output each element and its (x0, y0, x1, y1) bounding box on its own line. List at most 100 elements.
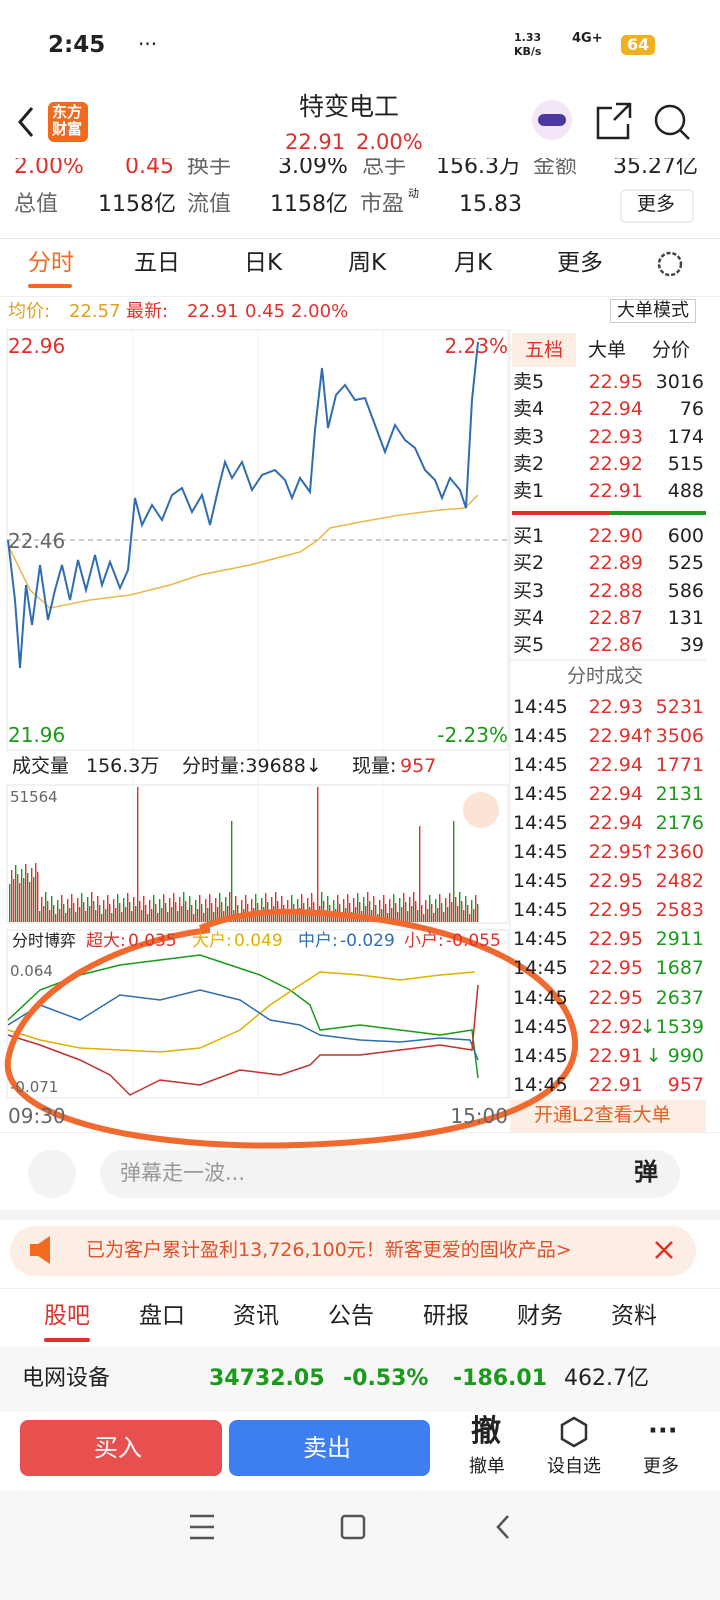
info-tab[interactable]: 财务 (517, 1303, 563, 1329)
banner[interactable] (10, 1226, 696, 1276)
search-icon[interactable] (654, 104, 686, 136)
volume-bar (77, 898, 79, 922)
info-tab[interactable]: 盘口 (139, 1303, 185, 1329)
book-label: 卖1 (513, 480, 545, 503)
l2-link[interactable]: 开通L2查看大单 (534, 1104, 671, 1126)
watch-icon[interactable] (560, 1416, 588, 1448)
trade-time: 14:45 (513, 754, 568, 777)
avg-label: 均价: (8, 301, 51, 322)
chart-tab[interactable]: 周K (348, 250, 387, 276)
game-label: 分时博弈 (12, 931, 77, 950)
trade-time: 14:45 (513, 841, 568, 864)
chart-tab[interactable]: 分时 (28, 250, 74, 276)
cancel-icon[interactable]: 撤 (471, 1414, 501, 1449)
nav-home[interactable] (340, 1514, 366, 1540)
comment-icon[interactable] (28, 1150, 76, 1198)
trade-price: 22.93 (588, 696, 643, 718)
sell-button[interactable] (229, 1420, 430, 1476)
volume-total: 156.3万 (86, 755, 160, 777)
book-tab[interactable]: 大单 (588, 339, 627, 361)
trade-time: 14:45 (513, 725, 568, 748)
minute-volume: 分时量:39688↓ (182, 755, 322, 777)
trade-time: 14:45 (513, 783, 568, 806)
volume-bar (363, 897, 365, 922)
logo (48, 102, 88, 142)
volume-bar (125, 907, 127, 922)
volume-bar (179, 897, 181, 922)
book-tab[interactable]: 五档 (525, 339, 564, 361)
volume-bar (101, 914, 103, 922)
trade-volume: 5231 (655, 696, 704, 718)
sell-label[interactable]: 卖出 (303, 1434, 351, 1462)
volume-bar (17, 874, 19, 922)
book-tab-active[interactable] (512, 333, 576, 367)
volume-bar (175, 902, 177, 922)
volume-bar (155, 904, 157, 922)
info-tab[interactable]: 股吧 (44, 1303, 90, 1329)
volume-bar (153, 895, 155, 922)
book-price: 22.86 (588, 634, 643, 657)
buy-label[interactable]: 买入 (94, 1434, 142, 1462)
volume-bar (189, 896, 191, 922)
book-tab[interactable]: 分价 (652, 339, 691, 361)
stat: 3.09% (278, 154, 348, 179)
volume-bar (259, 912, 261, 922)
volume-bar (227, 906, 229, 922)
volume-bar (113, 899, 115, 922)
back-icon[interactable] (18, 107, 34, 137)
info-tab[interactable]: 资料 (611, 1303, 657, 1329)
volume-bar (445, 898, 447, 922)
info-tab[interactable]: 公告 (328, 1303, 374, 1329)
volume-bar (31, 868, 33, 922)
volume-bar (83, 902, 85, 922)
volume-bar (305, 912, 307, 922)
info-tab[interactable]: 资讯 (233, 1303, 279, 1329)
volume-bar (439, 894, 441, 922)
book-volume: 76 (679, 398, 704, 421)
volume-bar (235, 896, 237, 922)
comment-button[interactable]: 弹 (634, 1158, 658, 1186)
chart-tab[interactable]: 五日 (134, 250, 180, 276)
l2-banner[interactable] (510, 1100, 706, 1132)
settings-icon[interactable] (657, 251, 683, 277)
info-tab[interactable]: 研报 (423, 1303, 469, 1329)
book-volume: 488 (667, 480, 704, 503)
big-order-mode[interactable]: 大单模式 (610, 299, 696, 323)
expand-icon[interactable] (463, 792, 499, 828)
volume-bar (427, 909, 429, 922)
close-icon[interactable] (655, 1241, 673, 1259)
trade-price: 22.95 (588, 957, 643, 980)
volume-bar (27, 873, 29, 922)
nav-back[interactable] (496, 1515, 509, 1539)
volume-bar (147, 914, 149, 922)
volume-bar (53, 905, 55, 922)
volume-bar (357, 893, 359, 922)
volume-bar (143, 896, 145, 922)
volume-bar (79, 907, 81, 922)
chart-tab[interactable]: 日K (244, 250, 283, 276)
chart-tab[interactable]: 更多 (557, 250, 603, 276)
more-label: 更多 (643, 1456, 679, 1477)
sector-bar[interactable] (0, 1346, 720, 1412)
volume-bar (471, 900, 473, 922)
super-large-line (7, 954, 479, 1079)
volume-bar (203, 913, 205, 922)
volume-bar (433, 913, 435, 922)
share-icon[interactable] (596, 102, 632, 140)
volume-bar (441, 903, 443, 922)
stat: 156.3万 (436, 154, 521, 179)
trade-volume: 957 (667, 1073, 704, 1096)
volume-bar (455, 897, 457, 922)
stat: 15.83 (459, 192, 522, 217)
more-button-border[interactable] (620, 189, 694, 223)
comment-input[interactable] (100, 1150, 680, 1198)
avg-price-line (7, 494, 479, 609)
book-volume: 131 (667, 606, 704, 629)
y-pct-label: -2.23% (437, 723, 508, 747)
buy-button[interactable] (20, 1420, 222, 1476)
nav-menu[interactable] (190, 1514, 214, 1540)
chart-tab[interactable]: 月K (454, 250, 493, 276)
volume-label: 成交量 (12, 755, 70, 777)
volume-bar (223, 911, 225, 922)
